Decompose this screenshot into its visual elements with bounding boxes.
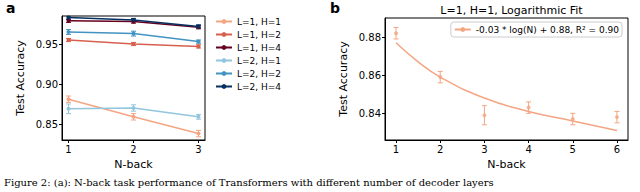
- svg-text:0.86: 0.86: [359, 70, 381, 81]
- svg-text:L=1, H=4: L=1, H=4: [237, 43, 281, 53]
- svg-text:3: 3: [481, 144, 487, 155]
- svg-text:0.88: 0.88: [359, 32, 381, 43]
- svg-text:N-back: N-back: [487, 158, 526, 171]
- svg-text:2: 2: [437, 144, 443, 155]
- svg-text:Test Accuracy: Test Accuracy: [14, 40, 27, 117]
- svg-text:0.95: 0.95: [36, 39, 58, 50]
- svg-text:L=2, H=2: L=2, H=2: [237, 69, 281, 79]
- svg-text:5: 5: [570, 144, 576, 155]
- svg-text:L=2, H=4: L=2, H=4: [237, 82, 281, 92]
- svg-text:L=2, H=1: L=2, H=1: [237, 56, 281, 66]
- svg-text:1: 1: [65, 144, 71, 155]
- svg-text:a: a: [6, 0, 15, 16]
- svg-text:1: 1: [393, 144, 399, 155]
- svg-text:0.84: 0.84: [359, 108, 381, 119]
- svg-text:4: 4: [525, 144, 531, 155]
- svg-text:-0.03 * log(N) + 0.88, R² = 0.: -0.03 * log(N) + 0.88, R² = 0.90: [476, 25, 619, 35]
- svg-text:Test Accuracy: Test Accuracy: [337, 41, 350, 118]
- svg-text:Figure 2: (a): N-back task per: Figure 2: (a): N-back task performance o…: [4, 177, 494, 188]
- svg-text:0.90: 0.90: [36, 79, 58, 90]
- svg-text:L=1, H=1: L=1, H=1: [237, 17, 281, 27]
- svg-text:N-back: N-back: [114, 158, 153, 171]
- svg-text:6: 6: [614, 144, 620, 155]
- svg-text:0.85: 0.85: [36, 119, 58, 130]
- svg-text:L=1, H=1, Logarithmic Fit: L=1, H=1, Logarithmic Fit: [440, 4, 583, 17]
- svg-text:2: 2: [130, 144, 136, 155]
- svg-text:3: 3: [195, 144, 201, 155]
- svg-text:b: b: [330, 0, 340, 16]
- svg-text:L=1, H=2: L=1, H=2: [237, 30, 281, 40]
